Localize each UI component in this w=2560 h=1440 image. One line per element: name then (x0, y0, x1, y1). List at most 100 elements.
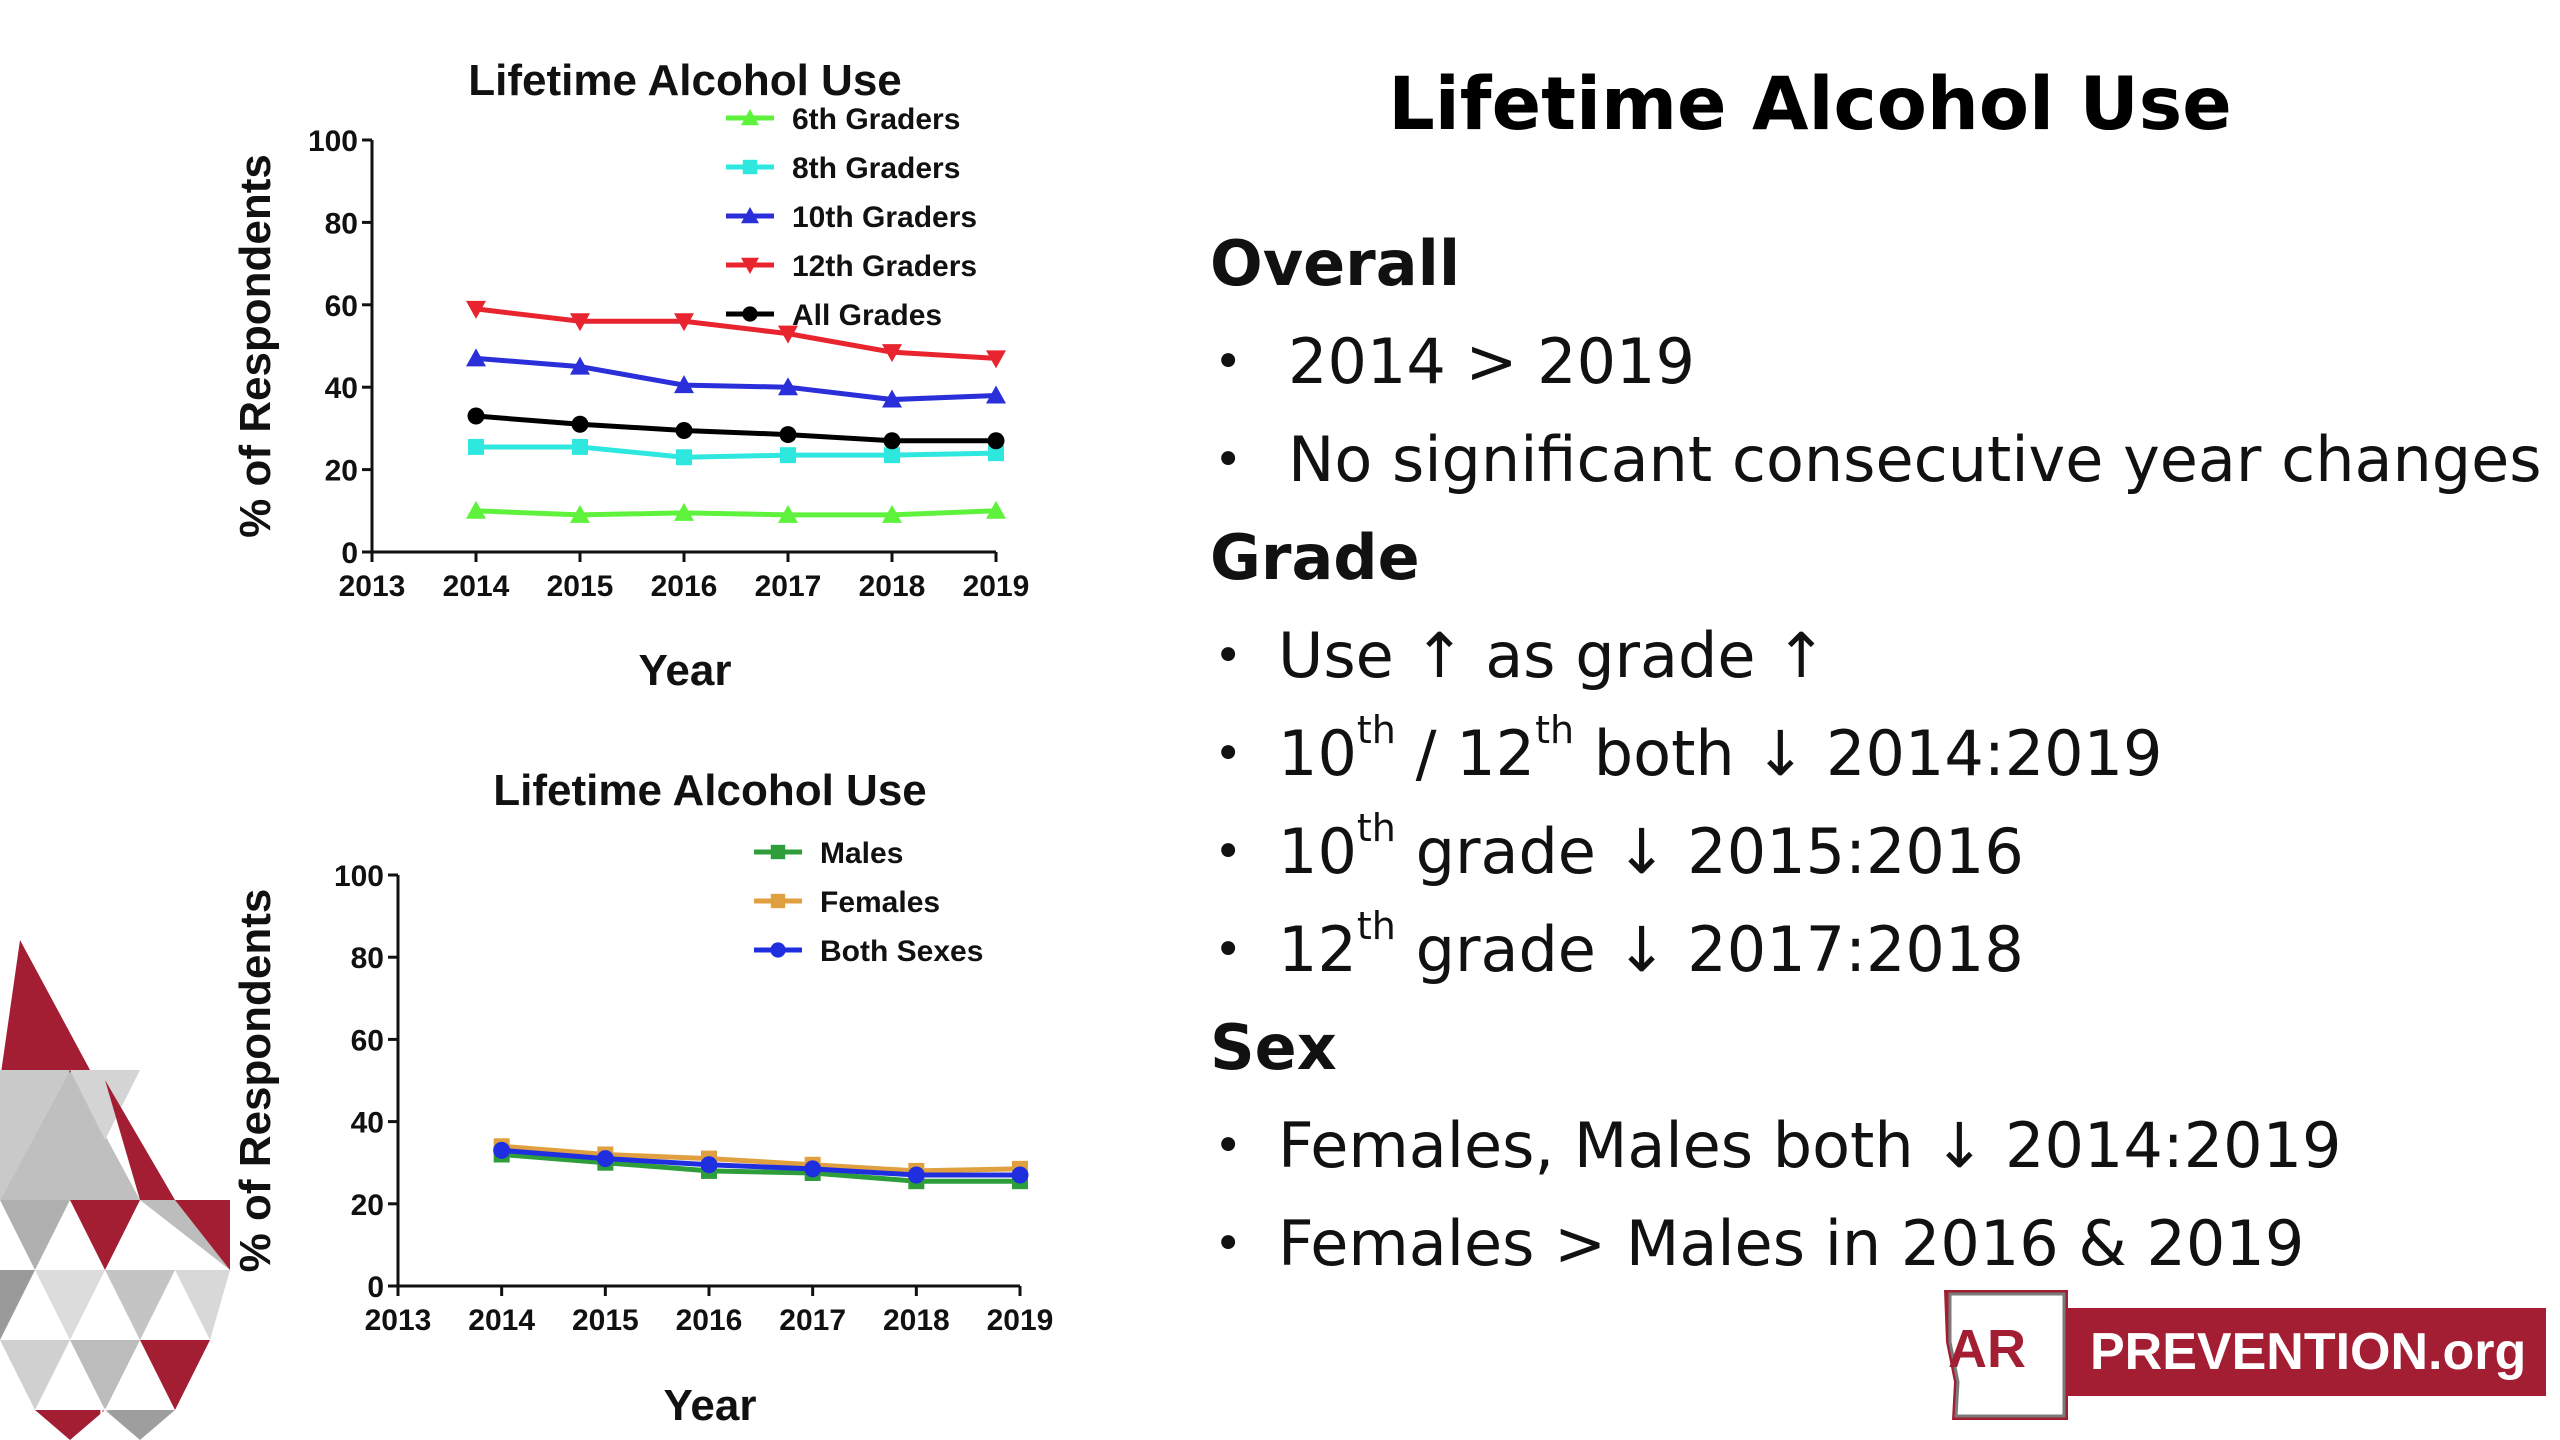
y-tick-label: 0 (341, 537, 358, 570)
data-point (907, 1166, 925, 1184)
logo-text: PREVENTION.org (2090, 1323, 2527, 1381)
bullet-dot: • (1214, 824, 1243, 880)
data-point (778, 325, 798, 344)
series-line (476, 444, 997, 460)
y-axis-label: % of Respondents (231, 889, 280, 1273)
data-point (882, 504, 902, 523)
data-point (570, 313, 590, 332)
data-point (570, 504, 590, 523)
x-tick-label: 2017 (779, 1304, 846, 1337)
data-point (674, 375, 694, 394)
ar-prevention-logo: AR PREVENTION.org (1940, 1282, 2560, 1422)
bullet-text-c: both ↓ 2014:2019 (1574, 717, 2163, 790)
x-tick-label: 2015 (547, 570, 614, 603)
x-tick-label: 2016 (676, 1304, 743, 1337)
bullet-dot: • (1214, 628, 1243, 684)
legend-marker (770, 893, 786, 909)
y-axis-label: % of Respondents (231, 154, 280, 538)
legend-marker (741, 207, 759, 224)
y-tick-label: 0 (367, 1271, 384, 1304)
data-point (493, 1141, 511, 1159)
x-tick-label: 2016 (651, 570, 718, 603)
data-point (778, 504, 798, 523)
data-point (700, 1156, 718, 1174)
chart-by-grade: Lifetime Alcohol Use 0 20 40 60 80 100 2013 2014… (180, 20, 1080, 700)
bullet-dot: • (1214, 334, 1243, 390)
logo-ar-text: AR (1948, 1319, 2026, 1379)
y-tick-label: 20 (325, 455, 358, 488)
y-tick-label: 20 (351, 1189, 384, 1222)
bullet-item: • 2014 > 2019 (1210, 313, 2550, 411)
data-point (986, 350, 1006, 369)
bullet-text: 2014 > 2019 (1288, 325, 1695, 398)
x-tick-label: 2015 (572, 1304, 639, 1337)
data-point (596, 1150, 614, 1168)
x-axis-label: Year (664, 1381, 757, 1430)
data-point (466, 500, 486, 519)
x-tick-label: 2018 (883, 1304, 950, 1337)
bullet-item: • 10th grade ↓ 2015:2016 (1210, 803, 2550, 901)
series-line (501, 1147, 1020, 1178)
legend-label: 10th Graders (792, 201, 977, 234)
series-line (475, 355, 997, 403)
data-point (986, 385, 1006, 404)
legend-marker (742, 306, 758, 322)
legend-marker (741, 109, 759, 126)
x-tick-label: 2014 (443, 570, 510, 603)
bullet-text-a: 10 (1278, 815, 1357, 888)
logo-shape (1944, 1290, 2546, 1420)
chart-title: Lifetime Alcohol Use (493, 766, 927, 815)
bullet-item: • Use ↑ as grade ↑ (1210, 607, 2550, 705)
series-line (501, 1143, 1021, 1174)
bullet-item: • 12th grade ↓ 2017:2018 (1210, 901, 2550, 999)
legend-marker (770, 844, 786, 860)
legend-marker (742, 159, 758, 175)
legend-label: Males (820, 837, 903, 870)
data-point (987, 432, 1005, 450)
bullet-dot: • (1214, 726, 1243, 782)
bullet-list: Overall • 2014 > 2019 • No significant con… (1210, 215, 2550, 1293)
bullet-item: • Females > Males in 2016 & 2019 (1210, 1195, 2550, 1293)
y-tick-label: 100 (334, 860, 384, 893)
data-point (988, 445, 1004, 462)
page-number: 5 (98, 1406, 112, 1431)
data-point (674, 313, 694, 332)
section-heading: Grade (1210, 521, 1420, 594)
series-line (475, 306, 997, 361)
section-heading: Overall (1210, 227, 1461, 300)
series-line (475, 413, 996, 444)
data-point (1011, 1166, 1029, 1184)
data-point (466, 348, 486, 367)
superscript: th (1356, 708, 1396, 752)
data-point (804, 1160, 822, 1178)
legend-marker (770, 942, 786, 958)
chart-svg: Lifetime Alcohol Use 0 20 40 60 80 100 2013 2014… (231, 766, 1054, 1430)
x-tick-label: 2019 (987, 1304, 1054, 1337)
legend-label: All Grades (792, 299, 942, 332)
x-tick-label: 2017 (755, 570, 822, 603)
y-tick-label: 80 (325, 207, 358, 240)
slide-title: Lifetime Alcohol Use (1388, 62, 2232, 147)
superscript: th (1356, 904, 1396, 948)
series-line (501, 1151, 1020, 1184)
x-tick-label: 2013 (365, 1304, 432, 1337)
legend-marker (741, 257, 759, 274)
data-point (986, 500, 1006, 519)
legend-label: 8th Graders (792, 152, 960, 185)
data-point (676, 449, 692, 466)
legend-label: Females (820, 886, 940, 919)
y-tick-label: 40 (351, 1107, 384, 1140)
data-point (882, 344, 902, 363)
x-tick-label: 2018 (859, 570, 926, 603)
y-tick-label: 40 (325, 372, 358, 405)
bullet-text-b: / 12 (1395, 717, 1536, 790)
data-point (883, 432, 901, 450)
y-tick-label: 60 (351, 1024, 384, 1057)
bullet-dot: • (1214, 1118, 1243, 1174)
bullet-text-c: grade ↓ 2015:2016 (1395, 815, 2024, 888)
bullet-item: • Females, Males both ↓ 2014:2019 (1210, 1097, 2550, 1195)
data-point (674, 502, 694, 521)
x-tick-label: 2019 (963, 570, 1030, 603)
legend-label: 6th Graders (792, 103, 960, 136)
x-tick-label: 2013 (339, 570, 406, 603)
